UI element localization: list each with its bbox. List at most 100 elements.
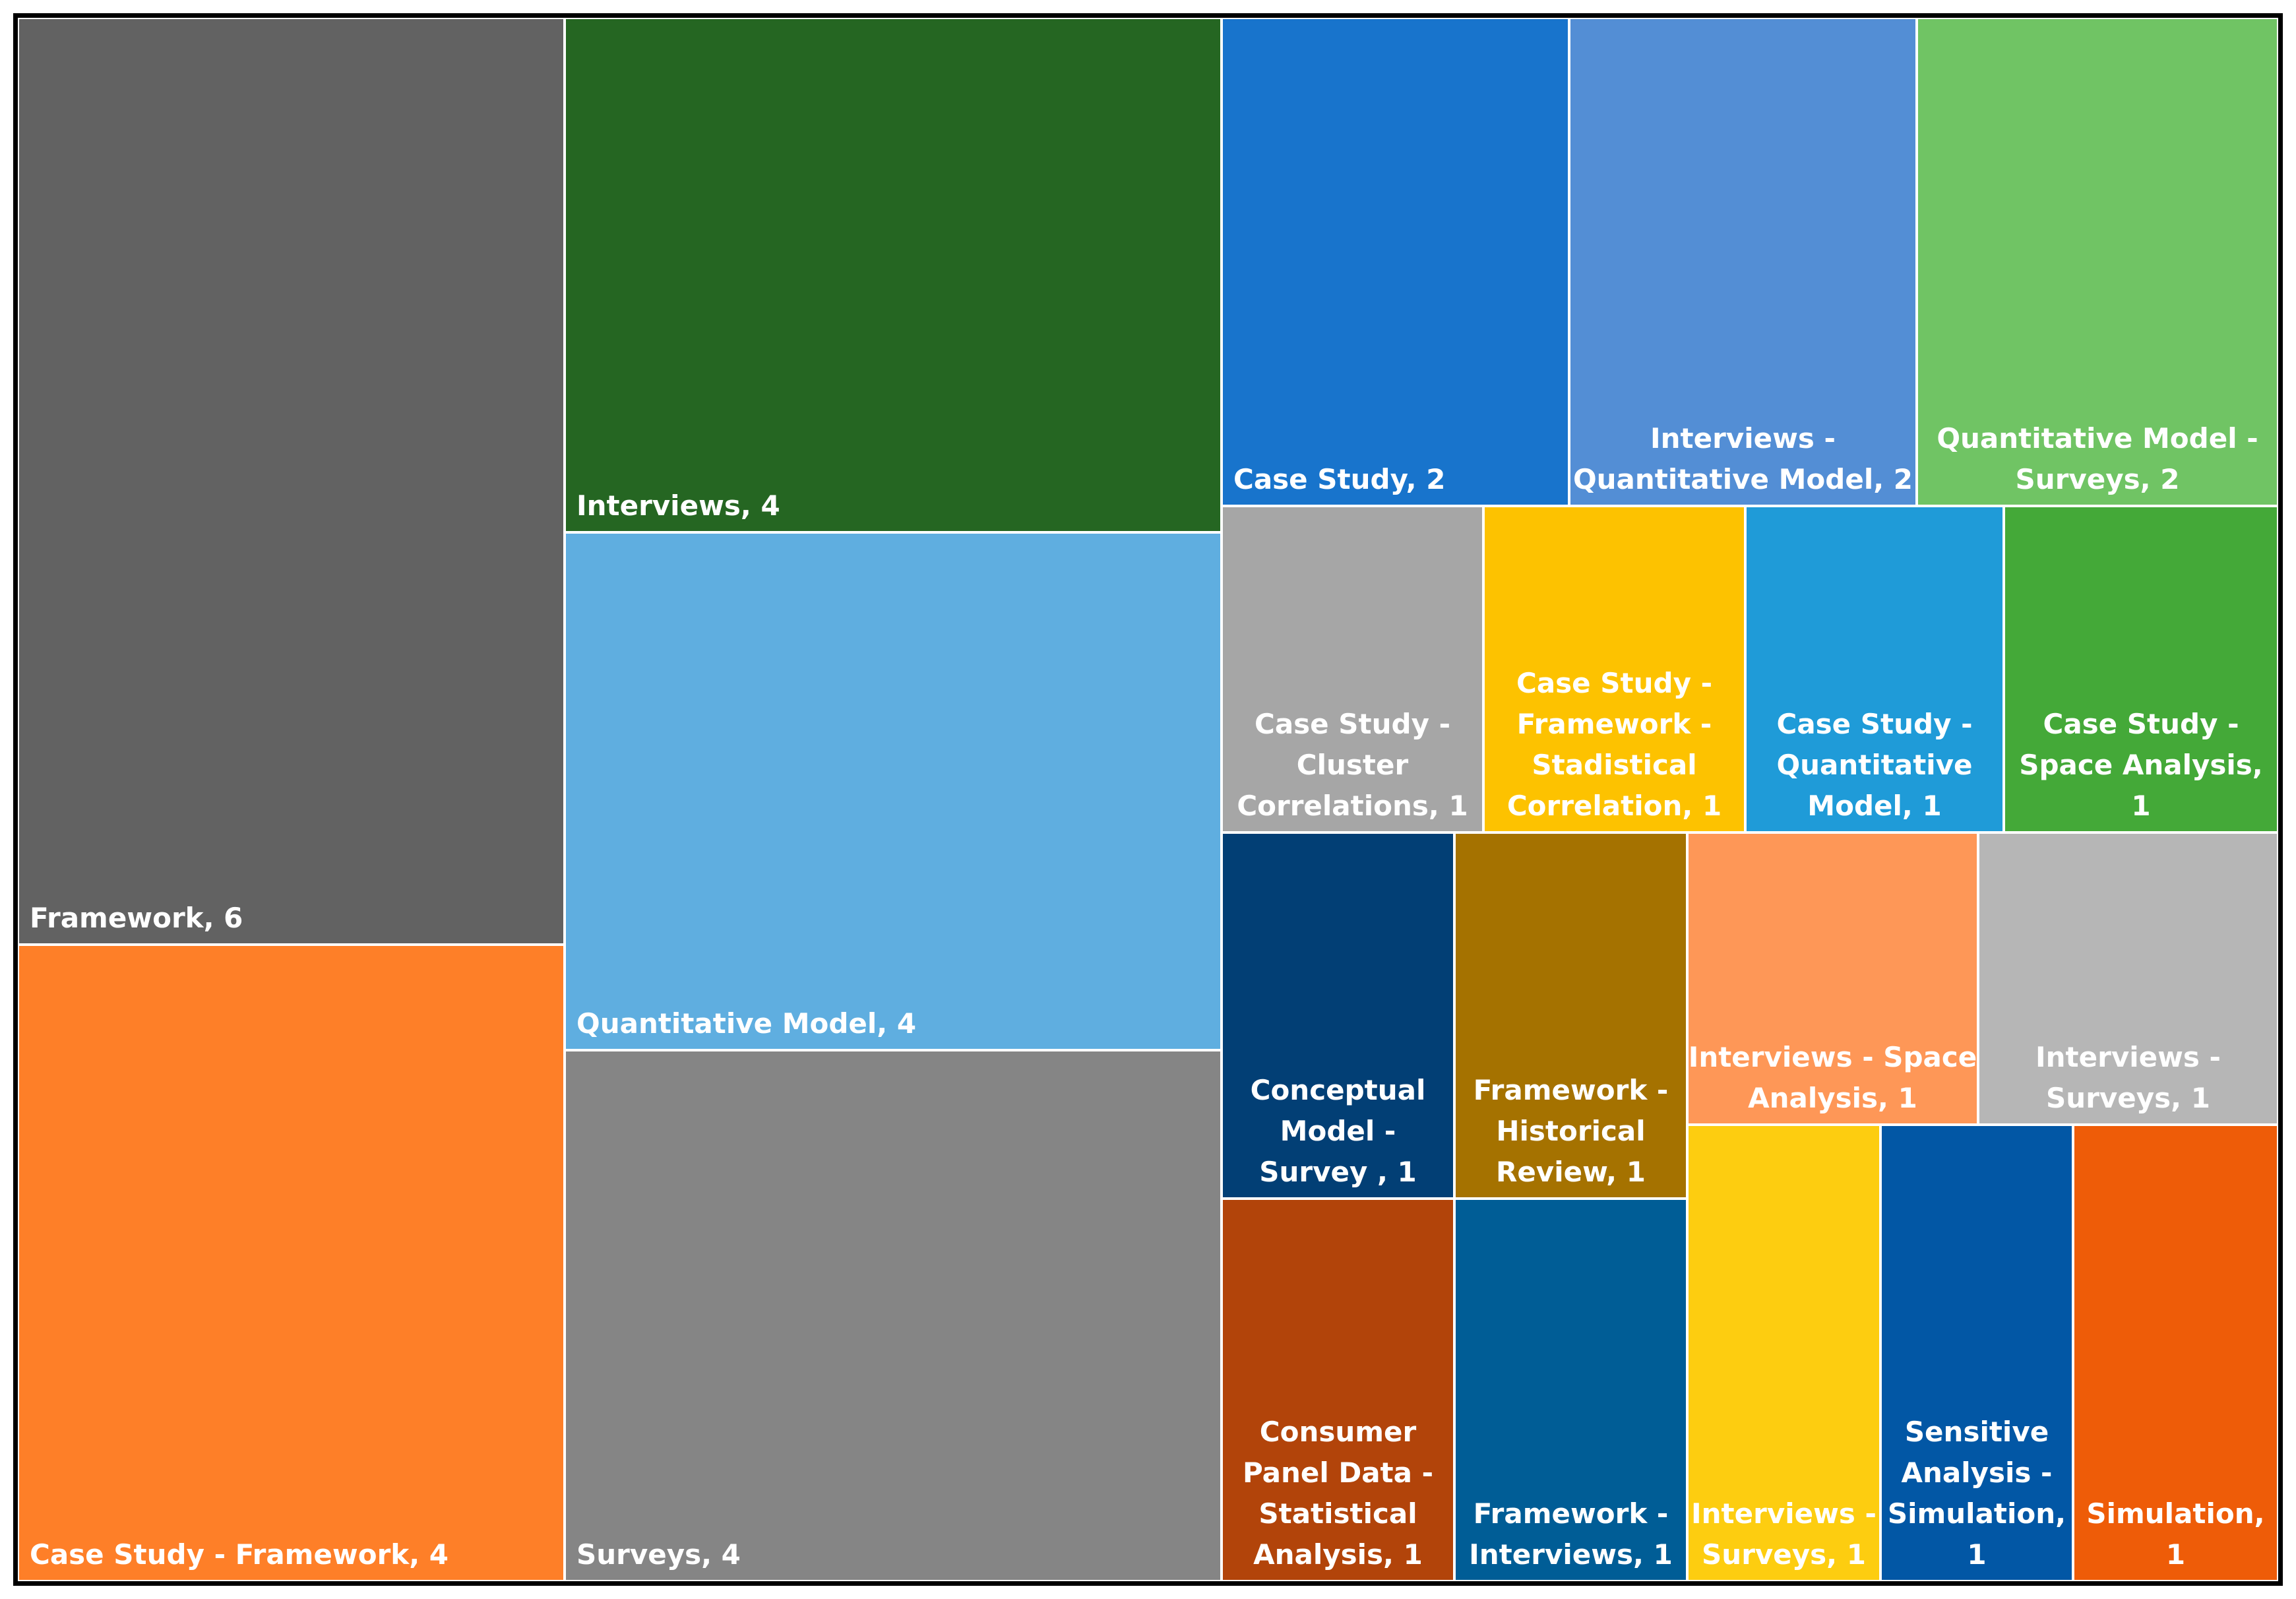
- tile-19: Interviews - Surveys, 1: [1686, 1123, 1882, 1581]
- tile-8-label-line: Quantitative Model -: [1937, 422, 2258, 455]
- tile-17-label: Consumer Panel Data - Statistical Analysis,…: [1243, 1416, 1433, 1571]
- tile-11-label-line: Model, 1: [1807, 790, 1941, 822]
- tile-21: Simulation, 1: [2072, 1123, 2278, 1581]
- tile-4-label: Quantitative Model, 4: [576, 1007, 916, 1040]
- tile-12-label-line: Space Analysis,: [2019, 749, 2263, 781]
- tile-9-label-line: Correlations, 1: [1237, 790, 1468, 822]
- tile-11-label-line: Quantitative: [1776, 749, 1972, 781]
- tile-9-label: Case Study - Cluster Correlations, 1: [1237, 708, 1468, 822]
- tile-20-label-line: Sensitive: [1905, 1416, 2049, 1448]
- tile-10-label-line: Framework -: [1517, 708, 1712, 740]
- tile-5-label-line: Surveys, 4: [576, 1538, 741, 1571]
- tile-21-rect: [2072, 1123, 2278, 1581]
- tile-15-rect: [1686, 831, 1979, 1126]
- tile-13-label: Conceptual Model - Survey , 1: [1251, 1074, 1426, 1188]
- tile-21-label-line: 1: [2166, 1538, 2185, 1571]
- tile-1: Framework, 6: [18, 18, 566, 946]
- tile-13-label-line: Conceptual: [1251, 1074, 1426, 1106]
- tile-3-rect: [563, 18, 1223, 534]
- tile-4: Quantitative Model, 4: [563, 531, 1223, 1051]
- tile-5-label: Surveys, 4: [576, 1538, 741, 1571]
- tile-13-label-line: Model -: [1280, 1115, 1396, 1147]
- tile-10-rect: [1482, 505, 1747, 834]
- tile-19-label-line: Interviews -: [1691, 1497, 1877, 1530]
- tile-15-label-line: Analysis, 1: [1748, 1082, 1917, 1114]
- tile-20-label-line: 1: [1967, 1538, 1986, 1571]
- tile-20-label-line: Simulation,: [1888, 1497, 2066, 1530]
- tile-7-label-line: Interviews -: [1650, 422, 1836, 455]
- tile-12-label-line: Case Study -: [2043, 708, 2239, 740]
- tile-11-label-line: Case Study -: [1777, 708, 1973, 740]
- tile-6-rect: [1220, 18, 1570, 507]
- tile-2-rect: [18, 943, 566, 1581]
- chart-frame: Framework, 6 Case Study - Framework, 4 Int…: [13, 13, 2283, 1586]
- tile-15-label-line: Interviews - Space: [1689, 1041, 1977, 1073]
- tile-9: Case Study - Cluster Correlations, 1: [1220, 505, 1485, 834]
- tile-8-label: Quantitative Model - Surveys, 2: [1937, 422, 2258, 495]
- tile-19-label-line: Surveys, 1: [1702, 1538, 1866, 1571]
- tile-8: Quantitative Model - Surveys, 2: [1915, 18, 2278, 507]
- tile-1-label-line: Framework, 6: [30, 902, 243, 934]
- tile-20-rect: [1879, 1123, 2074, 1581]
- tile-6-label: Case Study, 2: [1233, 463, 1445, 495]
- tile-10-label-line: Stadistical: [1532, 749, 1696, 781]
- tile-7-rect: [1568, 18, 1918, 507]
- tile-16-label-line: Surveys, 1: [2046, 1082, 2210, 1114]
- treemap-chart: Framework, 6 Case Study - Framework, 4 Int…: [18, 18, 2278, 1581]
- tile-11: Case Study - Quantitative Model, 1: [1744, 505, 2005, 834]
- tile-20: Sensitive Analysis - Simulation, 1: [1879, 1123, 2074, 1581]
- tile-3: Interviews, 4: [563, 18, 1223, 534]
- tile-7-label-line: Quantitative Model, 2: [1573, 463, 1913, 495]
- tile-16-label: Interviews - Surveys, 1: [2035, 1041, 2221, 1114]
- tile-16: Interviews - Surveys, 1: [1977, 831, 2278, 1126]
- tile-17-rect: [1220, 1197, 1456, 1581]
- tile-17-label-line: Panel Data -: [1243, 1457, 1433, 1489]
- tile-11-label: Case Study - Quantitative Model, 1: [1776, 708, 1972, 822]
- tile-12-rect: [2002, 505, 2278, 834]
- tile-1-rect: [18, 18, 566, 946]
- tile-14: Framework - Historical Review, 1: [1453, 831, 1689, 1200]
- tile-20-label-line: Analysis -: [1902, 1457, 2053, 1489]
- tile-17-label-line: Statistical: [1258, 1497, 1417, 1530]
- tile-6: Case Study, 2: [1220, 18, 1570, 507]
- tile-14-label: Framework - Historical Review, 1: [1474, 1074, 1669, 1188]
- tile-18-label-line: Interviews, 1: [1469, 1538, 1673, 1571]
- tile-18-label-line: Framework -: [1474, 1497, 1669, 1530]
- tile-2-label-line: Case Study - Framework, 4: [30, 1538, 449, 1571]
- tile-9-label-line: Case Study -: [1255, 708, 1450, 740]
- tile-19-rect: [1686, 1123, 1882, 1581]
- tile-16-label-line: Interviews -: [2035, 1041, 2221, 1073]
- tile-20-label: Sensitive Analysis - Simulation, 1: [1888, 1416, 2066, 1571]
- tile-14-label-line: Framework -: [1474, 1074, 1669, 1106]
- tile-6-label-line: Case Study, 2: [1233, 463, 1445, 495]
- tile-21-label-line: Simulation,: [2086, 1497, 2264, 1530]
- tile-16-rect: [1977, 831, 2278, 1126]
- tile-18-rect: [1453, 1197, 1689, 1581]
- tile-17: Consumer Panel Data - Statistical Analysis,…: [1220, 1197, 1456, 1581]
- tile-15: Interviews - Space Analysis, 1: [1686, 831, 1979, 1126]
- tile-5-rect: [563, 1049, 1223, 1581]
- tile-21-label: Simulation, 1: [2086, 1497, 2264, 1571]
- tile-2-label: Case Study - Framework, 4: [30, 1538, 449, 1571]
- tile-19-label: Interviews - Surveys, 1: [1691, 1497, 1877, 1571]
- tile-17-label-line: Analysis, 1: [1253, 1538, 1423, 1571]
- tile-4-label-line: Quantitative Model, 4: [576, 1007, 916, 1040]
- tile-10-label: Case Study - Framework - Stadistical Correl…: [1507, 667, 1722, 822]
- tile-9-rect: [1220, 505, 1485, 834]
- tile-18: Framework - Interviews, 1: [1453, 1197, 1689, 1581]
- tile-8-label-line: Surveys, 2: [2016, 463, 2180, 495]
- tile-4-rect: [563, 531, 1223, 1051]
- tile-13-label-line: Survey , 1: [1259, 1156, 1417, 1188]
- tile-7: Interviews - Quantitative Model, 2: [1568, 18, 1918, 507]
- tile-14-label-line: Historical: [1496, 1115, 1645, 1147]
- tile-12-label: Case Study - Space Analysis, 1: [2019, 708, 2263, 822]
- tile-18-label: Framework - Interviews, 1: [1469, 1497, 1673, 1571]
- tile-14-rect: [1453, 831, 1689, 1200]
- tile-3-label: Interviews, 4: [576, 489, 780, 522]
- tile-11-rect: [1744, 505, 2005, 834]
- tile-10-label-line: Correlation, 1: [1507, 790, 1722, 822]
- tile-9-label-line: Cluster: [1297, 749, 1409, 781]
- tile-10: Case Study - Framework - Stadistical Correl…: [1482, 505, 1747, 834]
- tile-12-label-line: 1: [2131, 790, 2150, 822]
- tile-13-rect: [1220, 831, 1456, 1200]
